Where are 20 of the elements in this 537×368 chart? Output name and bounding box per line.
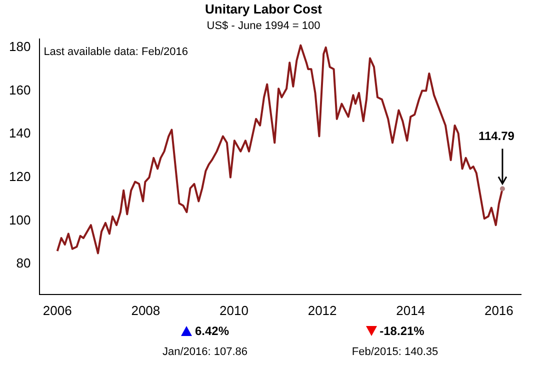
- y-tick-label: 100: [8, 212, 31, 228]
- x-tick-label: 2010: [220, 302, 248, 318]
- x-tick-label: 2006: [42, 302, 72, 318]
- x-tick-label: 2008: [131, 302, 160, 318]
- text: Feb/2015: 140.35: [350, 346, 440, 358]
- text: Jan/2016: 107.86: [161, 346, 249, 358]
- y-tick-label: 140: [8, 126, 31, 141]
- text: -18.21%: [380, 324, 424, 338]
- x-tick-label: 2016: [484, 302, 514, 318]
- chart-subtitle: US$ - June 1994 = 100: [206, 20, 320, 32]
- y-tick-label: 180: [8, 39, 31, 54]
- annotation: Last available data: Feb/2016: [44, 46, 188, 58]
- y-tick-label: 120: [8, 169, 31, 184]
- text: 6.42%: [194, 324, 230, 338]
- chart-title: Unitary Labor Cost: [204, 1, 323, 16]
- y-tick-label: 80: [16, 256, 31, 271]
- annotation: 114.79: [478, 129, 515, 144]
- x-tick-label: 2014: [396, 302, 426, 318]
- x-tick-label: 2012: [308, 302, 337, 318]
- y-tick-label: 160: [8, 82, 31, 98]
